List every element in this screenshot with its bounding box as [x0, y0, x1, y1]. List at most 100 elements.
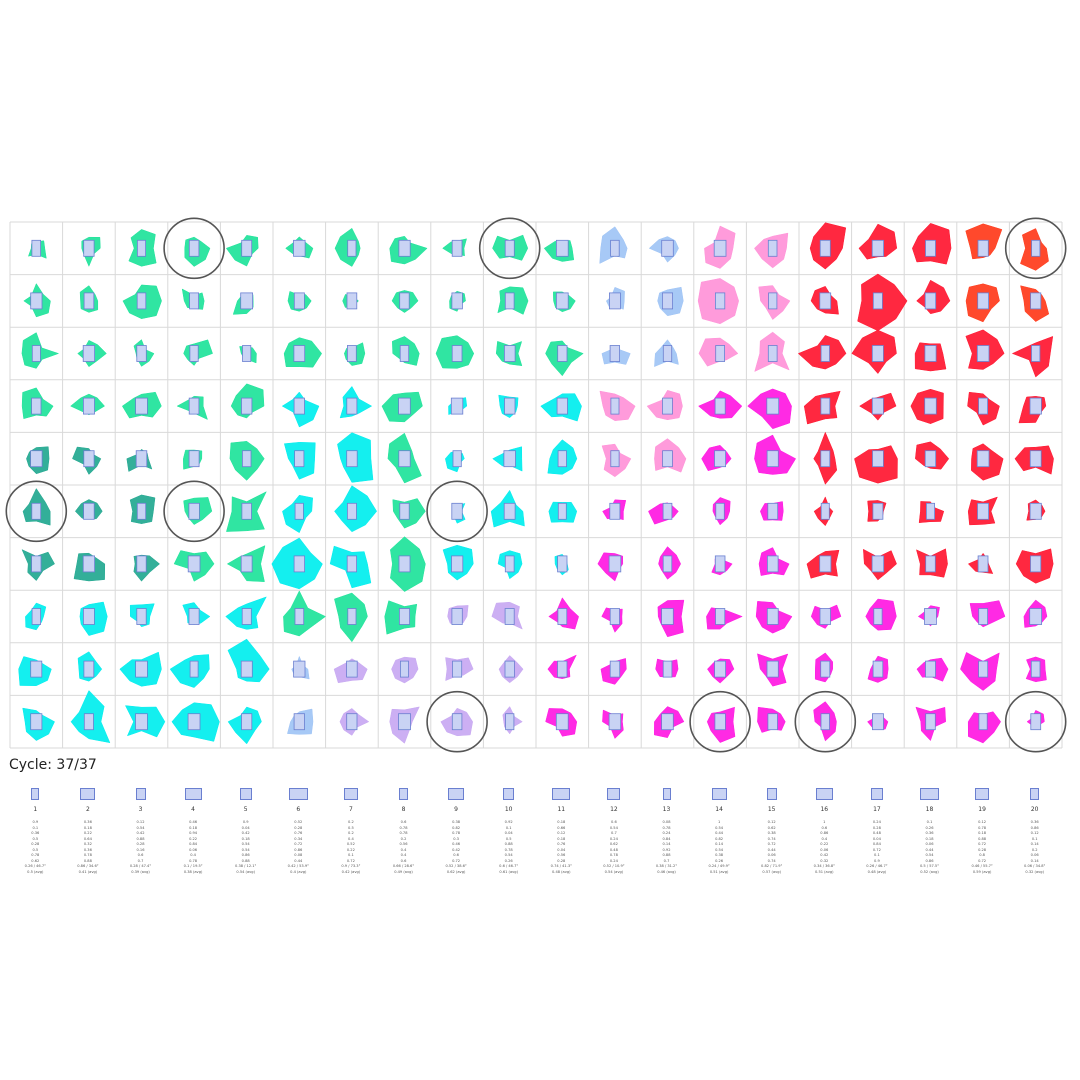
cell-glyph[interactable]: [225, 235, 259, 267]
cell-glyph[interactable]: [232, 292, 254, 315]
cell-glyph[interactable]: [814, 652, 833, 683]
cell-glyph[interactable]: [969, 600, 1006, 628]
cell-glyph[interactable]: [602, 499, 627, 521]
cell-glyph[interactable]: [867, 713, 889, 731]
cell-glyph[interactable]: [77, 651, 103, 682]
cell-glyph[interactable]: [25, 602, 47, 631]
cell-glyph[interactable]: [81, 236, 101, 267]
cell-glyph[interactable]: [757, 653, 789, 687]
cell-glyph[interactable]: [173, 550, 215, 582]
cell-glyph[interactable]: [657, 286, 684, 317]
cell-glyph[interactable]: [754, 331, 790, 372]
cell-glyph[interactable]: [698, 337, 739, 367]
cell-glyph[interactable]: [497, 550, 523, 580]
cell-glyph[interactable]: [915, 441, 950, 470]
cell-glyph[interactable]: [865, 598, 897, 631]
cell-glyph[interactable]: [697, 278, 739, 325]
cell-glyph[interactable]: [654, 438, 687, 473]
cell-glyph[interactable]: [435, 335, 475, 369]
cell-glyph[interactable]: [344, 342, 366, 366]
cell-glyph[interactable]: [754, 434, 797, 475]
cell-glyph[interactable]: [79, 601, 108, 636]
cell-glyph[interactable]: [859, 392, 897, 421]
cell-glyph[interactable]: [806, 549, 840, 579]
cell-glyph[interactable]: [440, 707, 473, 737]
cell-glyph[interactable]: [599, 390, 636, 421]
cell-glyph[interactable]: [442, 544, 474, 581]
cell-glyph[interactable]: [387, 432, 422, 484]
cell-glyph[interactable]: [73, 552, 106, 582]
cell-glyph[interactable]: [182, 602, 211, 625]
cell-glyph[interactable]: [707, 658, 735, 684]
cell-glyph[interactable]: [28, 239, 47, 259]
cell-glyph[interactable]: [283, 590, 326, 637]
cell-glyph[interactable]: [22, 487, 51, 526]
cell-glyph[interactable]: [77, 339, 107, 368]
cell-glyph[interactable]: [813, 701, 837, 742]
cell-glyph[interactable]: [442, 238, 467, 257]
cell-glyph[interactable]: [648, 236, 679, 263]
cell-glyph[interactable]: [226, 491, 267, 532]
cell-glyph[interactable]: [602, 709, 624, 739]
cell-glyph[interactable]: [171, 702, 220, 742]
cell-glyph[interactable]: [495, 340, 523, 366]
cell-glyph[interactable]: [227, 638, 270, 683]
cell-glyph[interactable]: [176, 395, 208, 420]
cell-glyph[interactable]: [227, 706, 262, 745]
cell-glyph[interactable]: [600, 658, 627, 685]
cell-glyph[interactable]: [448, 397, 468, 415]
cell-glyph[interactable]: [1011, 336, 1054, 378]
cell-glyph[interactable]: [601, 345, 631, 365]
cell-glyph[interactable]: [1020, 228, 1049, 271]
cell-glyph[interactable]: [654, 706, 685, 738]
cell-glyph[interactable]: [547, 654, 577, 679]
cell-glyph[interactable]: [337, 432, 374, 483]
cell-glyph[interactable]: [18, 656, 52, 686]
cell-glyph[interactable]: [126, 448, 153, 472]
cell-glyph[interactable]: [554, 554, 569, 576]
cell-glyph[interactable]: [917, 605, 940, 627]
cell-glyph[interactable]: [451, 502, 466, 524]
cell-glyph[interactable]: [492, 234, 529, 261]
cell-glyph[interactable]: [498, 394, 519, 419]
cell-glyph[interactable]: [183, 339, 213, 366]
cell-glyph[interactable]: [547, 439, 578, 475]
cell-glyph[interactable]: [916, 657, 949, 682]
cell-glyph[interactable]: [1025, 656, 1047, 683]
cell-glyph[interactable]: [706, 607, 743, 630]
cell-glyph[interactable]: [384, 600, 418, 635]
cell-glyph[interactable]: [810, 604, 842, 629]
cell-glyph[interactable]: [124, 705, 166, 738]
cell-glyph[interactable]: [858, 223, 898, 260]
cell-glyph[interactable]: [70, 690, 111, 744]
cell-glyph[interactable]: [392, 498, 426, 529]
cell-glyph[interactable]: [648, 502, 679, 525]
cell-glyph[interactable]: [657, 599, 685, 638]
cell-glyph[interactable]: [971, 443, 1004, 481]
cell-glyph[interactable]: [72, 446, 102, 475]
cell-glyph[interactable]: [545, 340, 584, 377]
cell-glyph[interactable]: [967, 496, 998, 526]
cell-glyph[interactable]: [334, 227, 361, 267]
cell-glyph[interactable]: [21, 549, 55, 581]
cell-glyph[interactable]: [389, 235, 428, 265]
cell-glyph[interactable]: [181, 288, 205, 310]
cell-glyph[interactable]: [287, 708, 314, 735]
cell-glyph[interactable]: [803, 390, 841, 425]
cell-glyph[interactable]: [183, 449, 203, 470]
cell-glyph[interactable]: [333, 658, 368, 684]
cell-glyph[interactable]: [169, 654, 210, 688]
cell-glyph[interactable]: [654, 339, 679, 367]
cell-glyph[interactable]: [601, 443, 632, 478]
cell-glyph[interactable]: [916, 279, 951, 315]
cell-glyph[interactable]: [754, 232, 789, 269]
cell-glyph[interactable]: [857, 273, 908, 332]
cell-glyph[interactable]: [184, 236, 211, 267]
cell-glyph[interactable]: [79, 285, 99, 313]
cell-glyph[interactable]: [965, 223, 1003, 260]
cell-glyph[interactable]: [758, 285, 791, 320]
cell-glyph[interactable]: [914, 342, 947, 372]
cell-glyph[interactable]: [646, 390, 683, 421]
cell-glyph[interactable]: [712, 497, 731, 526]
cell-glyph[interactable]: [758, 547, 790, 576]
